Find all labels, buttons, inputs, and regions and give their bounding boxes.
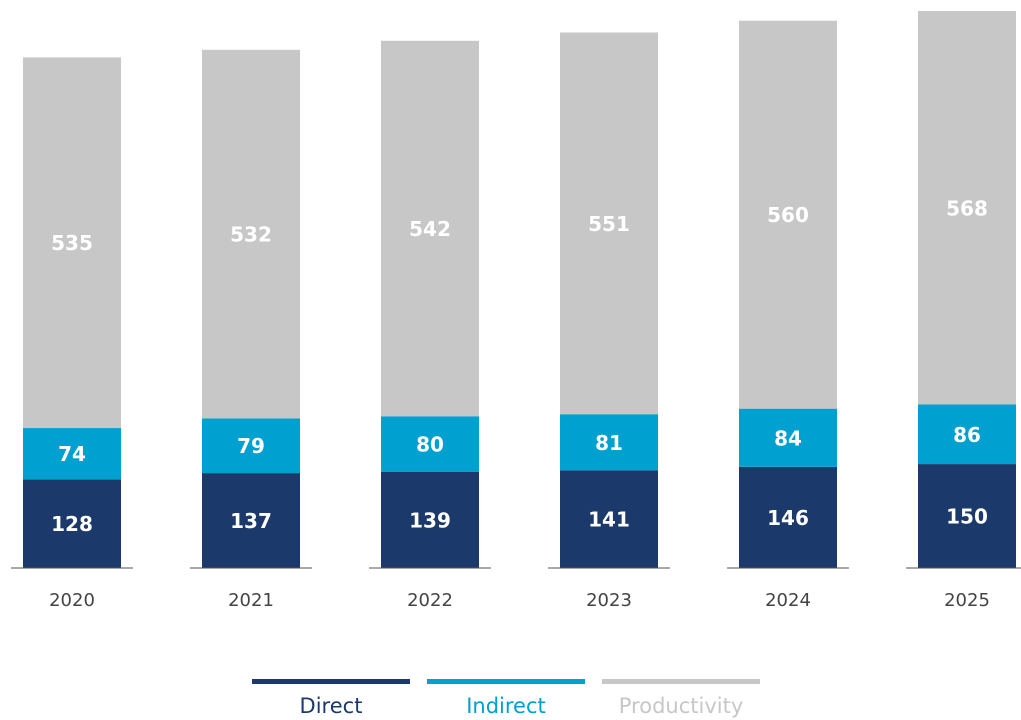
bar-segment [202, 49, 300, 419]
legend-swatch [427, 679, 585, 684]
legend-swatch [252, 679, 410, 684]
bar-segment [23, 57, 121, 429]
data-label: 560 [767, 203, 809, 227]
bar-segment [918, 11, 1016, 405]
data-label: 139 [409, 508, 451, 532]
bar-segment [23, 479, 121, 568]
data-label: 86 [953, 423, 981, 447]
data-label: 84 [774, 426, 802, 450]
bar-segment [381, 40, 479, 417]
legend-swatch [602, 679, 760, 684]
bar-segment [381, 416, 479, 472]
data-label: 551 [588, 212, 630, 236]
data-label: 74 [58, 442, 86, 466]
data-label: 80 [416, 432, 444, 456]
data-label: 141 [588, 508, 630, 532]
data-label: 568 [946, 196, 988, 220]
data-label: 128 [51, 512, 93, 536]
x-tick-label: 2022 [407, 590, 453, 611]
data-label: 535 [51, 231, 93, 255]
legend-label: Indirect [466, 694, 546, 718]
x-tick-label: 2025 [944, 590, 990, 611]
x-tick-label: 2024 [765, 590, 811, 611]
bar-segment [918, 464, 1016, 568]
bar-segment [918, 404, 1016, 465]
x-tick-label: 2020 [49, 590, 95, 611]
data-label: 150 [946, 505, 988, 529]
data-label: 542 [409, 217, 451, 241]
bar-segment [202, 473, 300, 568]
data-label: 532 [230, 223, 272, 247]
bar-segment [739, 20, 837, 409]
bar-segment [560, 32, 658, 415]
x-tick-label: 2021 [228, 590, 274, 611]
bar-segment [739, 408, 837, 467]
bar-segment [739, 466, 837, 568]
data-label: 81 [595, 431, 623, 455]
bar-segment [560, 470, 658, 568]
bar-segment [23, 428, 121, 480]
legend-label: Productivity [619, 694, 744, 718]
data-label: 146 [767, 506, 809, 530]
bar-segment [202, 418, 300, 474]
x-tick-label: 2023 [586, 590, 632, 611]
data-label: 79 [237, 434, 265, 458]
data-label: 137 [230, 509, 272, 533]
bar-segment [560, 414, 658, 471]
bar-segment [381, 471, 479, 568]
legend-label: Direct [300, 694, 363, 718]
